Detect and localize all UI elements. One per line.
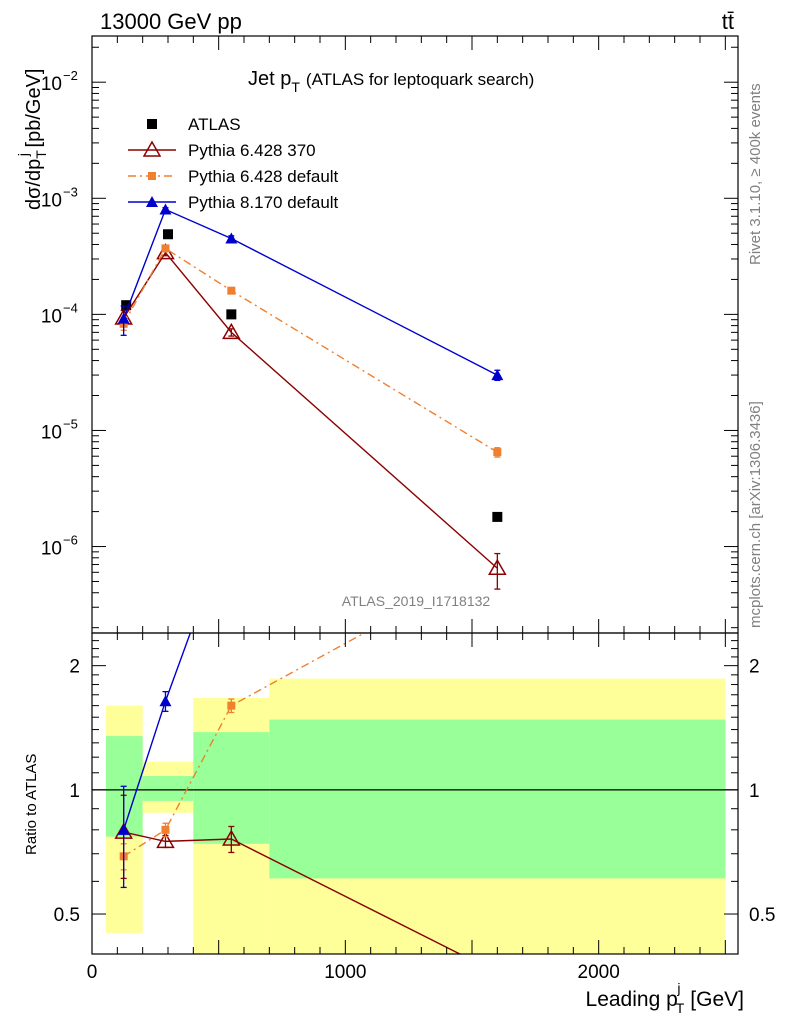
legend-label-atlas: ATLAS bbox=[188, 115, 241, 134]
legend-label-pythia-8-170-default: Pythia 8.170 default bbox=[188, 193, 339, 212]
top-point-atlas-0 bbox=[121, 300, 132, 311]
header-process-label: tt̄ bbox=[722, 9, 734, 34]
ratio-point-pythia-8-170-default-0 bbox=[117, 823, 130, 835]
x-axis-label-unit: [GeV] bbox=[684, 988, 744, 1011]
ratio-band-green-3 bbox=[269, 719, 726, 879]
plot-title-rest: (ATLAS for leptoquark search) bbox=[306, 70, 534, 89]
legend-marker-pythia-6-428-default bbox=[148, 172, 156, 180]
top-line-pythia-8-170-default bbox=[123, 208, 498, 376]
ratio-point-pythia-6-428-default-1 bbox=[161, 825, 170, 834]
ratio-y-tick-label-left-0: 0.5 bbox=[54, 905, 80, 926]
ratio-point-pythia-6-428-370-3 bbox=[489, 965, 505, 979]
top-y-tick-exp-4: −2 bbox=[63, 68, 78, 83]
top-y-axis-label: dσ/dpTj [pb/GeV] bbox=[15, 69, 49, 210]
ratio-point-pythia-8-170-default-1 bbox=[159, 695, 172, 707]
x-axis-label: Leading pTj [GeV] bbox=[586, 980, 744, 1016]
legend-marker-pythia-6-428-370 bbox=[142, 140, 162, 157]
x-tick-label-0: 0 bbox=[87, 962, 98, 983]
ratio-frame bbox=[91, 632, 739, 955]
ratio-point-pythia-6-428-370-2 bbox=[222, 829, 241, 846]
top-point-pythia-8-170-default-3 bbox=[491, 369, 504, 381]
ratio-y-tick-label-right-2: 2 bbox=[749, 657, 760, 678]
legend-marker-pythia-8-170-default bbox=[146, 196, 158, 207]
top-line-pythia-6-428-370 bbox=[123, 251, 498, 569]
ratio-y-axis-label: Ratio to ATLAS bbox=[23, 754, 40, 855]
x-axis-label-sub: T bbox=[676, 1000, 685, 1016]
top-point-pythia-8-170-default-1 bbox=[159, 203, 172, 215]
ratio-uncertainty-bands bbox=[105, 678, 726, 954]
rivet-version-label: Rivet 3.1.10, ≥ 400k events bbox=[747, 83, 764, 265]
top-point-atlas-3 bbox=[492, 511, 503, 522]
header-energy-label: 13000 GeV pp bbox=[100, 9, 242, 34]
ratio-plot-series bbox=[114, 279, 505, 979]
source-reference-label: mcplots.cern.ch [arXiv:1306.3436] bbox=[747, 401, 764, 628]
x-axis-label-sup: j bbox=[676, 980, 680, 996]
top-y-tick-exp-0: −6 bbox=[63, 533, 78, 548]
ratio-line-pythia-6-428-default bbox=[123, 633, 366, 857]
legend-label-pythia-6-428-default: Pythia 6.428 default bbox=[188, 167, 339, 186]
main-plot-series bbox=[114, 203, 507, 590]
ratio-point-pythia-6-428-default-2 bbox=[227, 701, 236, 710]
top-y-tick-exp-2: −4 bbox=[63, 300, 78, 315]
top-point-atlas-2 bbox=[226, 309, 237, 320]
top-point-pythia-6-428-default-3 bbox=[493, 448, 502, 457]
x-axis-label-main: Leading p bbox=[586, 988, 678, 1011]
x-tick-label-2000: 2000 bbox=[578, 962, 620, 983]
ratio-line-pythia-8-170-default bbox=[123, 633, 192, 831]
top-point-pythia-6-428-370-2 bbox=[222, 322, 241, 340]
legend-marker-atlas bbox=[147, 119, 157, 129]
top-point-pythia-6-428-370-3 bbox=[488, 558, 507, 576]
analysis-id-label: ATLAS_2019_I1718132 bbox=[342, 593, 491, 609]
top-point-pythia-8-170-default-0 bbox=[117, 312, 130, 324]
ratio-y-tick-label-left-2: 2 bbox=[69, 657, 80, 678]
ratio-band-green-1 bbox=[142, 776, 194, 801]
ratio-point-pythia-8-170-default-3 bbox=[491, 279, 503, 290]
legend: ATLAS Pythia 6.428 370 Pythia 6.428 defaul… bbox=[128, 115, 339, 212]
top-point-pythia-8-170-default-2 bbox=[225, 232, 238, 244]
top-y-tick-label-4: 10 bbox=[41, 74, 62, 95]
top-y-tick-label-2: 10 bbox=[41, 306, 62, 327]
top-point-pythia-6-428-default-1 bbox=[161, 244, 170, 253]
top-line-pythia-6-428-default bbox=[123, 247, 498, 453]
plot-title-main: Jet p bbox=[248, 68, 291, 90]
x-tick-label-1000: 1000 bbox=[324, 962, 366, 983]
top-y-tick-exp-3: −3 bbox=[63, 184, 78, 199]
ratio-y-tick-label-right-1: 1 bbox=[749, 781, 760, 802]
plot-title: Jet pT (ATLAS for leptoquark search) bbox=[248, 68, 534, 95]
top-y-tick-label-3: 10 bbox=[41, 190, 62, 211]
top-y-tick-label-1: 10 bbox=[41, 422, 62, 443]
ratio-y-tick-label-right-0: 0.5 bbox=[749, 905, 775, 926]
top-y-axis-label-unit: [pb/GeV] bbox=[23, 69, 45, 154]
top-y-axis-label-sup: j bbox=[15, 153, 31, 157]
top-y-tick-exp-1: −5 bbox=[63, 416, 78, 431]
legend-label-pythia-6-428-370: Pythia 6.428 370 bbox=[188, 141, 316, 160]
top-y-tick-label-0: 10 bbox=[41, 539, 62, 560]
ratio-line-pythia-6-428-370 bbox=[123, 831, 462, 954]
ratio-point-pythia-6-428-370-1 bbox=[156, 831, 175, 849]
top-y-axis-label-main: dσ/dp bbox=[23, 159, 45, 210]
ratio-point-pythia-8-170-default-2 bbox=[225, 514, 237, 525]
top-point-pythia-6-428-default-2 bbox=[227, 286, 236, 295]
ratio-y-tick-label-left-1: 1 bbox=[69, 781, 80, 802]
top-y-axis-label-sub: T bbox=[33, 150, 49, 159]
plot-title-sub: T bbox=[291, 79, 300, 95]
top-point-atlas-1 bbox=[163, 229, 173, 240]
ratio-band-green-2 bbox=[193, 732, 270, 844]
